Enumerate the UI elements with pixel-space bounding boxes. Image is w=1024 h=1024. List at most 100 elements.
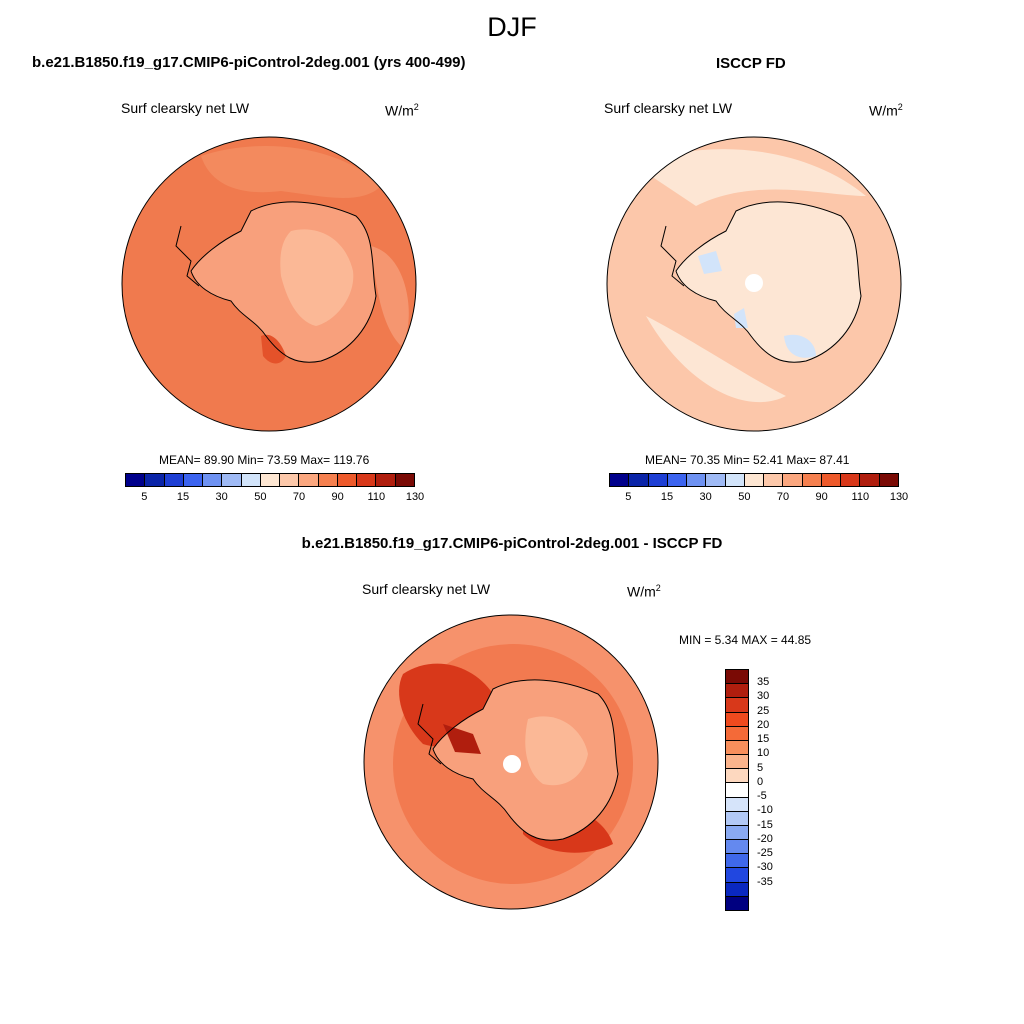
diff-colorbar-tick-label: -25 — [757, 847, 773, 860]
obs-colorbar-segment — [725, 474, 745, 486]
model-colorbar-segment — [299, 474, 319, 486]
obs-colorbar-tick-label: 70 — [776, 491, 790, 503]
diff-colorbar-segment — [726, 797, 748, 812]
model-colorbar-segment — [164, 474, 184, 486]
diff-colorbar-segment — [726, 670, 748, 685]
obs-colorbar-tick-label: 15 — [660, 491, 674, 503]
diff-colorbar-tick-label: -30 — [757, 861, 773, 874]
obs-colorbar-segment — [802, 474, 822, 486]
diff-stats: MIN = 5.34 MAX = 44.85 — [679, 633, 812, 647]
obs-ocean-patch-1 — [646, 316, 786, 403]
diff-colorbar-tick-label: 10 — [757, 747, 770, 760]
model-colorbar-tick-label: 70 — [292, 491, 306, 503]
obs-colorbar-tick-label: 130 — [889, 491, 909, 503]
obs-colorbar-segment — [648, 474, 668, 486]
diff-pole-hole — [503, 755, 521, 773]
diff-variable-label: Surf clearsky net LW — [362, 581, 491, 597]
diff-map-border — [363, 614, 659, 910]
model-colorbar-segment — [222, 474, 242, 486]
figure-title: DJF — [487, 12, 537, 42]
obs-map-border — [606, 136, 902, 432]
obs-colorbar-segment — [706, 474, 726, 486]
obs-colorbar-segment — [667, 474, 688, 486]
model-colorbar-tick-label: 30 — [215, 491, 228, 503]
diff-colorbar — [725, 669, 751, 911]
obs-colorbar-tick-label: 30 — [699, 491, 712, 503]
diff-colorbar-segment — [726, 698, 748, 713]
diff-colorbar-ticks: 35 30 25 20 15 10 5 0 -5 -10 -15 -20 -25 -30 -35 — [757, 669, 797, 911]
obs-colorbar-tick-label: 50 — [738, 491, 751, 503]
model-colorbar-tick-label: 90 — [331, 491, 344, 503]
diff-colorbar-segment — [726, 868, 748, 883]
model-colorbar-segment — [280, 474, 300, 486]
model-variable-label: Surf clearsky net LW — [121, 100, 250, 116]
model-colorbar-segment — [241, 474, 261, 486]
diff-colorbar-tick-label: -35 — [757, 875, 773, 888]
diff-colorbar-segment — [726, 840, 748, 855]
diff-unit-label: W/m2 — [627, 583, 661, 600]
obs-negative-patch-1 — [698, 251, 722, 274]
obs-colorbar-segment — [744, 474, 765, 486]
diff-colorbar-tick-label: 35 — [757, 676, 770, 689]
diff-colorbar-tick-label: -5 — [757, 790, 767, 803]
model-plateau — [280, 229, 354, 326]
diff-colorbar-segment — [726, 740, 748, 756]
obs-colorbar-tick-label: 5 — [625, 491, 632, 503]
obs-colorbar-tick-label: 90 — [815, 491, 828, 503]
obs-colorbar-segment — [629, 474, 649, 486]
diff-colorbar-segment — [726, 755, 748, 770]
model-polar-map — [121, 136, 417, 432]
model-colorbar: 5 15 30 50 70 90 110 130 — [125, 473, 424, 503]
model-map-border — [121, 136, 417, 432]
model-panel-title: b.e21.B1850.f19_g17.CMIP6-piControl-2deg… — [32, 54, 466, 71]
obs-colorbar-segment — [821, 474, 842, 486]
diff-panel-title: b.e21.B1850.f19_g17.CMIP6-piControl-2deg… — [301, 535, 723, 552]
obs-colorbar-segment — [783, 474, 803, 486]
model-colorbar-tick-label: 5 — [141, 491, 148, 503]
diff-colorbar-tick-label: 15 — [757, 733, 770, 746]
diff-colorbar-segment — [726, 684, 748, 699]
diff-colorbar-segment — [726, 726, 748, 741]
obs-ocean-patch-2 — [636, 149, 866, 206]
obs-colorbar-tick-label: 110 — [851, 491, 870, 503]
obs-colorbar-segment — [610, 474, 630, 486]
obs-colorbar-segment — [879, 474, 898, 486]
diff-antarctica-land — [433, 679, 618, 841]
diff-colorbar-tick-label: 20 — [757, 718, 770, 731]
diff-colorbar-tick-label: 30 — [757, 690, 770, 703]
model-ocean-band — [201, 146, 381, 198]
diff-plateau — [525, 716, 588, 786]
model-colorbar-segment — [376, 474, 396, 486]
model-coastline — [175, 201, 377, 363]
obs-coastline — [660, 201, 862, 363]
obs-colorbar-segment — [841, 474, 861, 486]
diff-colorbar-tick-label: -15 — [757, 818, 773, 831]
obs-stats: MEAN= 70.35 Min= 52.41 Max= 87.41 — [645, 453, 850, 467]
diff-colorbar-segment — [726, 783, 748, 798]
diff-colorbar-segment — [726, 769, 748, 784]
model-colorbar-tick-label: 110 — [367, 491, 386, 503]
diff-colorbar-segment — [726, 825, 748, 841]
model-colorbar-tick-label: 15 — [176, 491, 190, 503]
obs-polar-map — [606, 136, 902, 432]
obs-colorbar-segment — [764, 474, 784, 486]
model-colorbar-segment — [183, 474, 204, 486]
obs-pole-hole — [745, 274, 763, 292]
obs-negative-patch-3 — [734, 308, 748, 328]
diff-colorbar-segment — [726, 882, 748, 897]
diff-polar-map — [363, 614, 659, 910]
model-colorbar-segment — [395, 474, 414, 486]
diff-colorbar-tick-label: -10 — [757, 804, 773, 817]
diff-peak-patch — [443, 724, 481, 754]
model-stats: MEAN= 89.90 Min= 73.59 Max= 119.76 — [159, 453, 370, 467]
model-ocean-patch — [371, 246, 409, 346]
diff-colorbar-segment — [726, 896, 748, 910]
obs-negative-patch-2 — [784, 334, 816, 358]
model-colorbar-segment — [126, 474, 146, 486]
obs-colorbar-segment — [687, 474, 707, 486]
model-colorbar-tick-label: 130 — [405, 491, 425, 503]
diff-colorbar-tick-label: 0 — [757, 775, 764, 788]
diff-colorbar-segment — [726, 854, 748, 869]
model-unit-label: W/m2 — [385, 102, 419, 119]
obs-antarctica-land — [676, 201, 861, 363]
